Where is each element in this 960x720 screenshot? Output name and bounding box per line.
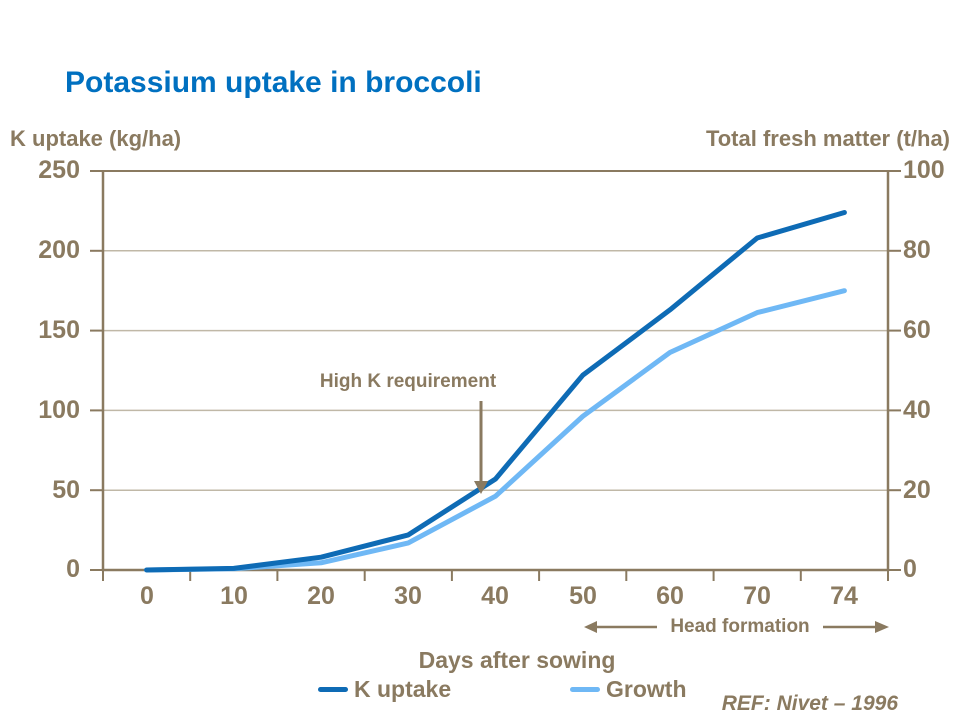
left-tick-150: 150 — [38, 316, 80, 344]
left-tick-200: 200 — [38, 236, 80, 264]
x-tick-74: 74 — [830, 582, 858, 610]
x-tick-10: 10 — [220, 582, 248, 610]
left-tick-250: 250 — [38, 156, 80, 184]
legend-item-growth: Growth — [570, 676, 687, 703]
right-tick-40: 40 — [903, 396, 931, 424]
x-tick-50: 50 — [569, 582, 597, 610]
right-tick-0: 0 — [903, 555, 917, 583]
head-formation-arrow-left — [584, 621, 657, 633]
x-tick-60: 60 — [656, 582, 684, 610]
growth-swatch — [570, 687, 600, 692]
legend-label-growth: Growth — [606, 676, 687, 702]
right-tick-100: 100 — [903, 156, 945, 184]
k-uptake-swatch — [318, 687, 348, 692]
left-tick-0: 0 — [66, 555, 80, 583]
legend-label-k-uptake: K uptake — [354, 676, 452, 702]
right-tick-20: 20 — [903, 476, 931, 504]
left-tick-100: 100 — [38, 396, 80, 424]
right-tick-60: 60 — [903, 316, 931, 344]
legend-item-k-uptake: K uptake — [318, 676, 451, 703]
right-tick-80: 80 — [903, 236, 931, 264]
head-formation-arrow-right — [823, 621, 889, 633]
x-tick-20: 20 — [307, 582, 335, 610]
x-tick-0: 0 — [140, 582, 154, 610]
reference-text: REF: Nivet – 1996 — [721, 692, 898, 715]
x-tick-70: 70 — [743, 582, 771, 610]
x-axis-title: Days after sowing — [418, 647, 616, 673]
head-formation-label: Head formation — [670, 616, 810, 637]
high-k-annotation: High K requirement — [319, 371, 497, 392]
growth-line — [144, 288, 847, 573]
high-k-arrow — [474, 401, 488, 494]
x-tick-30: 30 — [394, 582, 422, 610]
right-axis-title: Total fresh matter (t/ha) — [705, 126, 950, 151]
k-uptake-line — [144, 210, 847, 573]
chart-title: Potassium uptake in broccoli — [65, 66, 482, 99]
left-axis-title: K uptake (kg/ha) — [10, 126, 182, 151]
left-tick-50: 50 — [52, 476, 80, 504]
gridlines — [103, 250, 888, 491]
x-tick-40: 40 — [481, 582, 509, 610]
tick-marks — [90, 170, 901, 581]
